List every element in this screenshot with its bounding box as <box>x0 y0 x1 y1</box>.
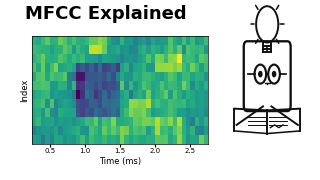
Text: MFCC Explained: MFCC Explained <box>25 5 187 23</box>
Y-axis label: Index: Index <box>20 78 29 102</box>
X-axis label: Time (ms): Time (ms) <box>99 157 141 166</box>
Circle shape <box>259 71 262 77</box>
Circle shape <box>273 71 276 77</box>
